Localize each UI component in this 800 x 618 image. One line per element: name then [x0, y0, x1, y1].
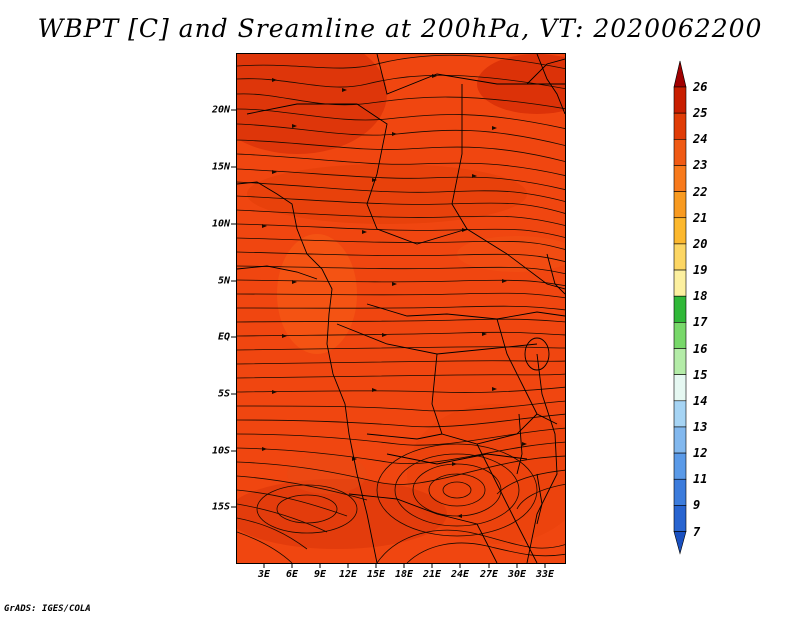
lon-label-21e: 21E: [422, 569, 442, 580]
chart-title: WBPT [C] and Sreamline at 200hPa, VT: 20…: [37, 14, 763, 43]
colorbar-box: [673, 348, 687, 375]
colorbar-label: 11: [693, 472, 708, 487]
colorbar-box: [673, 452, 687, 480]
colorbar-box: [673, 165, 687, 192]
lat-label-10s: 10S: [211, 445, 230, 457]
lat-label-10n: 10N: [211, 218, 230, 230]
colorbar-label: 7: [693, 524, 701, 539]
colorbar-box: [673, 269, 687, 297]
colorbar-label: 15: [693, 367, 708, 382]
colorbar-box: [673, 374, 687, 402]
colorbar-box: [673, 86, 687, 114]
lon-label-27e: 27E: [479, 569, 499, 580]
colorbar-label: 22: [693, 184, 708, 199]
lat-label-5s: 5S: [217, 388, 230, 400]
country-borders: [237, 54, 565, 563]
map-panel: [236, 53, 566, 564]
streamlines: [237, 54, 565, 563]
colorbar-label: 12: [693, 446, 708, 461]
colorbar-label: 24: [693, 132, 708, 147]
lakes: [516, 337, 550, 525]
colorbar-label: 26: [693, 80, 708, 94]
lat-label-eq: EQ: [217, 331, 230, 343]
lat-label-20n: 20N: [211, 104, 230, 116]
colorbar-box: [673, 243, 687, 271]
lon-label-24e: 24E: [450, 569, 470, 580]
colorbar-box: [673, 478, 687, 506]
coastline-east: [536, 54, 565, 295]
colorbar-bottom-arrow: [673, 531, 687, 555]
colorbar-box: [673, 217, 687, 245]
lon-label-18e: 18E: [394, 569, 414, 580]
lon-label-15e: 15E: [366, 569, 386, 580]
colorbar-label: 19: [693, 263, 708, 278]
colorbar-label: 13: [693, 419, 708, 434]
colorbar-box: [673, 505, 687, 532]
lon-label-3e: 3E: [257, 569, 271, 580]
colorbar-label: 21: [693, 210, 708, 225]
colorbar-label: 14: [693, 393, 708, 408]
lon-label-9e: 9E: [313, 569, 327, 580]
colorbar-label: 9: [693, 498, 701, 513]
colorbar-label: 25: [693, 106, 708, 121]
lon-label-6e: 6E: [285, 569, 299, 580]
lat-label-15s: 15S: [211, 501, 230, 513]
colorbar-box: [673, 295, 687, 323]
lon-label-12e: 12E: [338, 569, 358, 580]
colorbar-label: 18: [693, 289, 708, 304]
colorbar-box: [673, 322, 687, 349]
lat-label-5n: 5N: [217, 275, 230, 287]
colorbar-box: [673, 139, 687, 166]
lon-label-33e: 33E: [535, 569, 555, 580]
colorbar-label: 20: [693, 236, 708, 251]
colorbar-box: [673, 426, 687, 454]
streamline-arrows: [262, 74, 527, 518]
colorbar-label: 16: [693, 341, 708, 356]
colorbar-box: [673, 191, 687, 219]
lat-label-15n: 15N: [211, 161, 230, 173]
colorbar-box: [673, 112, 687, 140]
lon-label-30e: 30E: [507, 569, 527, 580]
grads-credit: GrADS: IGES/COLA: [4, 604, 91, 614]
colorbar-label: 17: [693, 315, 708, 330]
colorbar-label: 23: [693, 158, 708, 173]
colorbar-box: [673, 400, 687, 428]
map-canvas: [237, 54, 565, 563]
colorbar-top-arrow: [673, 60, 687, 88]
